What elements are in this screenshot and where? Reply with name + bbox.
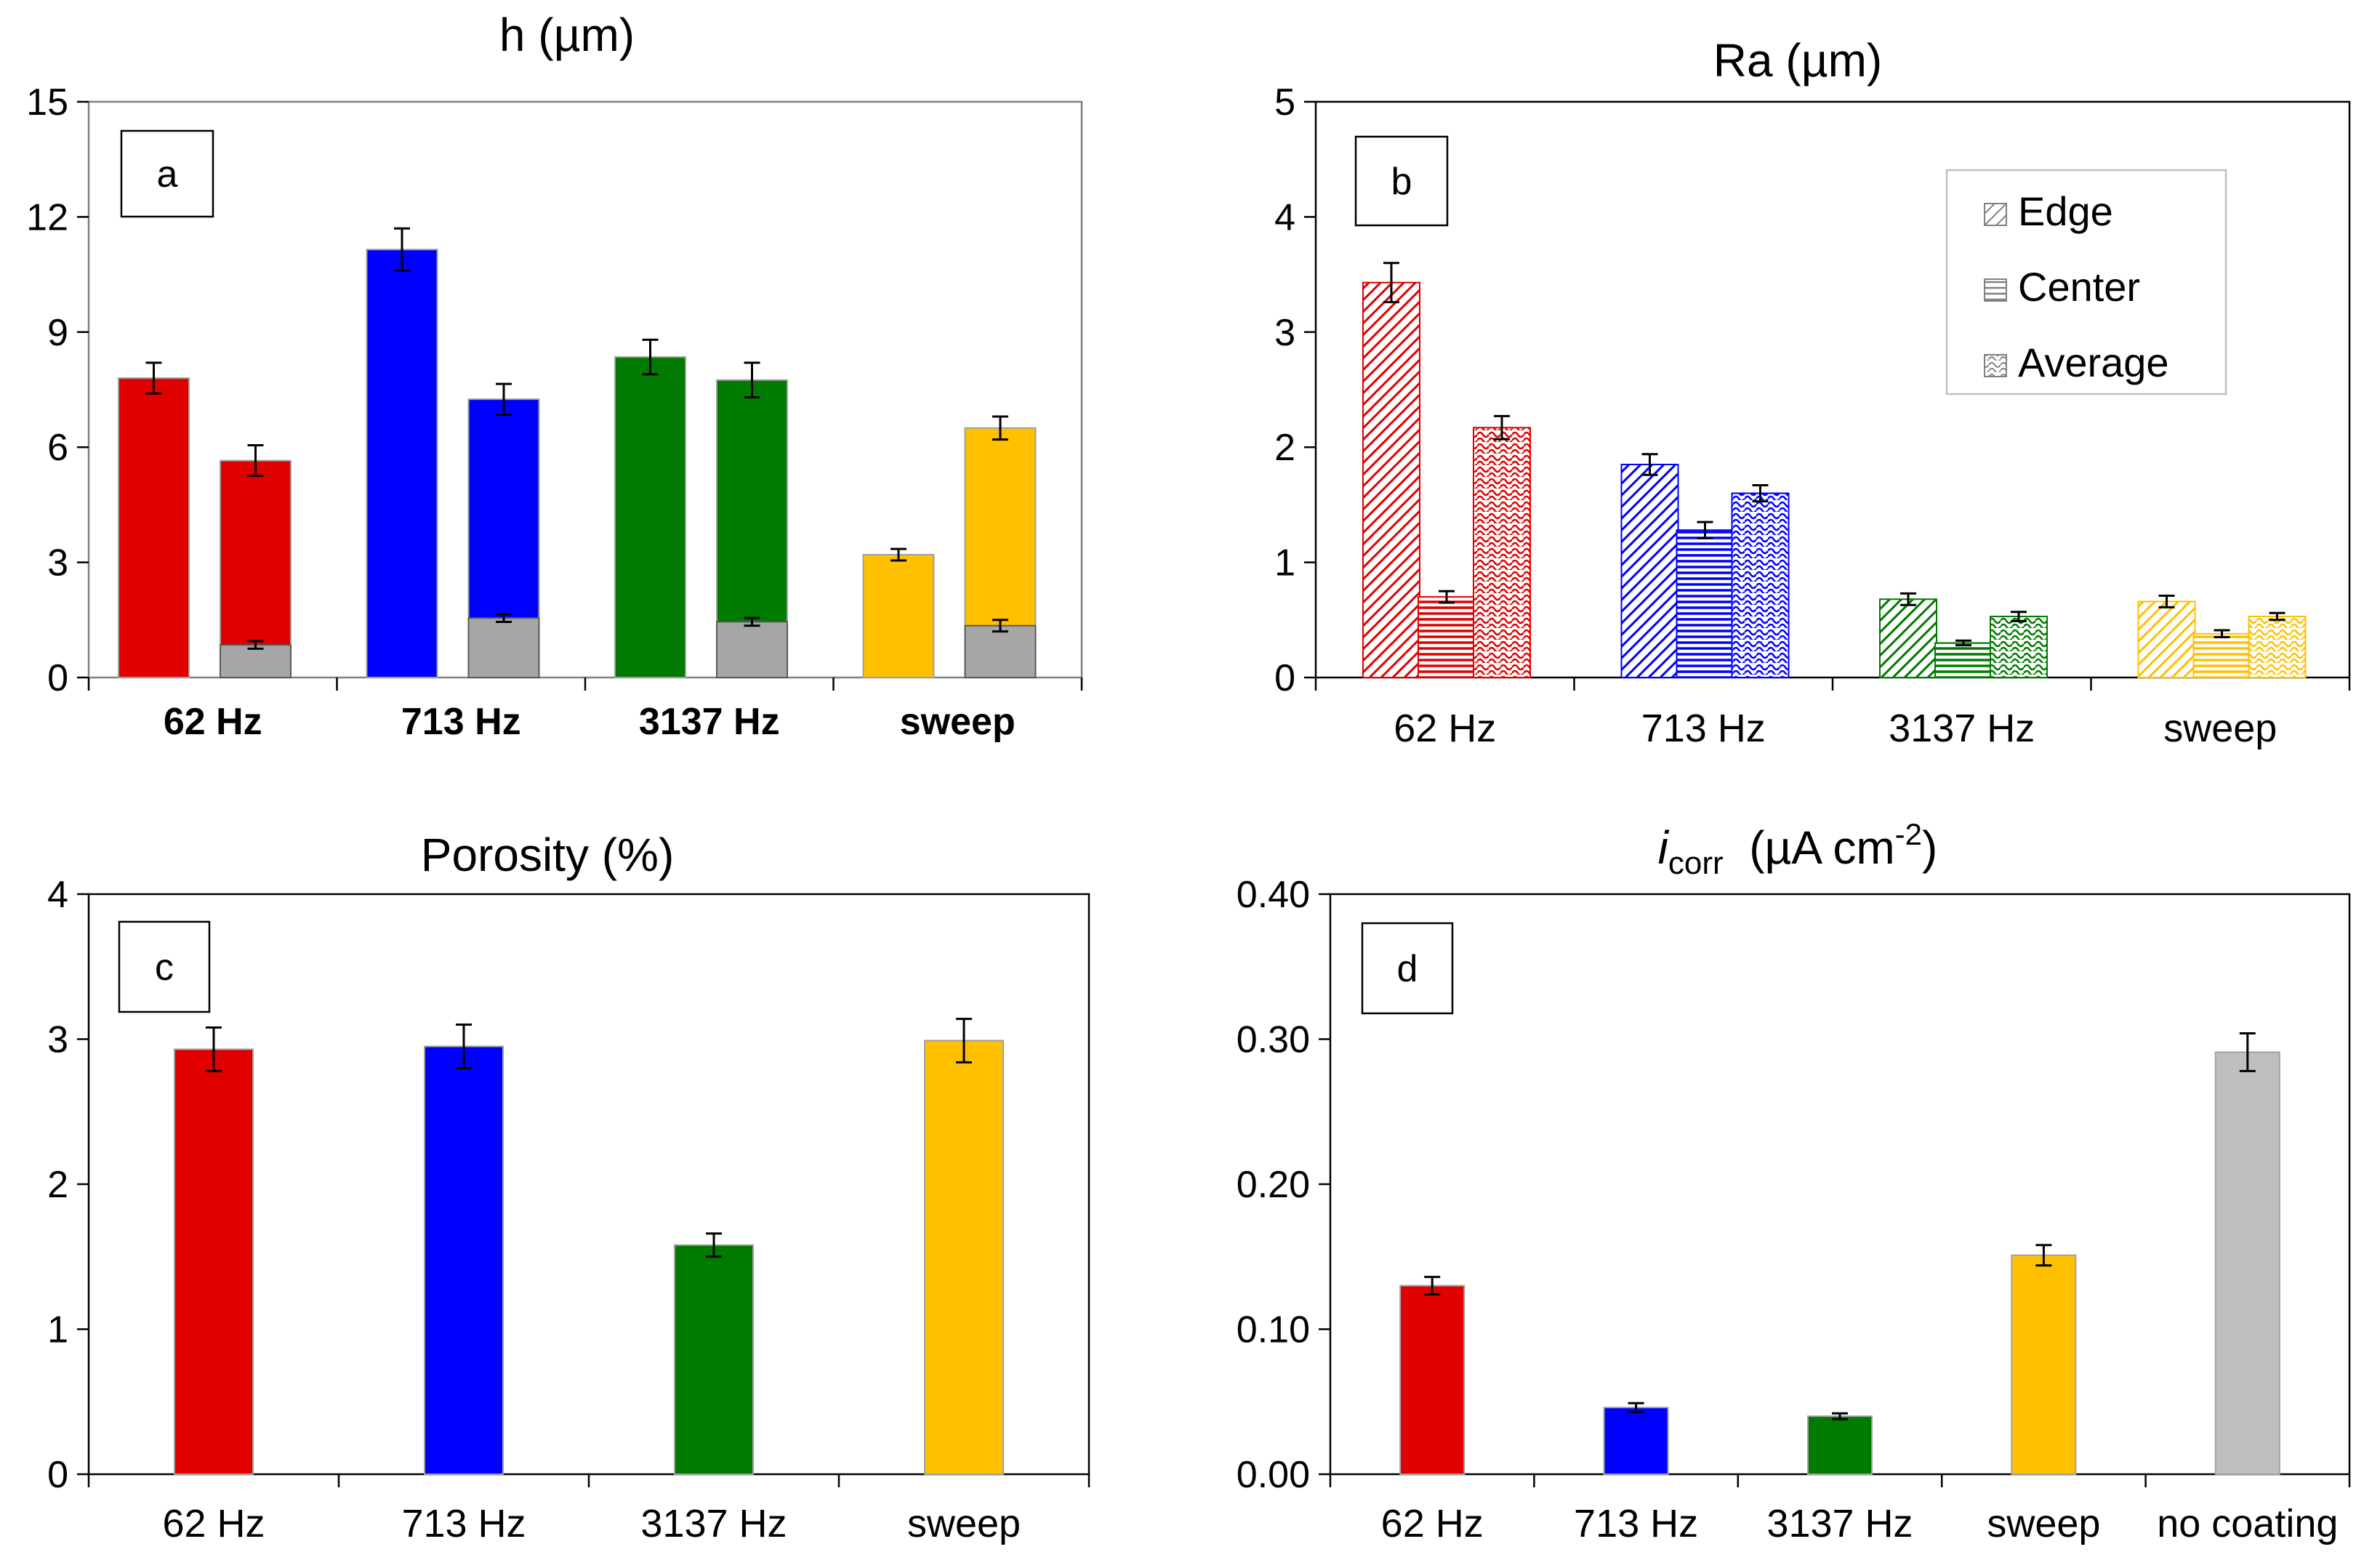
legend-label-edge: Edge	[2018, 188, 2113, 234]
bar-nocoat	[2214, 1051, 2280, 1475]
x-category-label: 713 Hz	[1641, 707, 1766, 750]
title-part-title_sup: -2	[1895, 817, 1922, 851]
bar-red	[1399, 1284, 1466, 1476]
chart-title: icorr (µA cm-2)	[1658, 817, 1938, 881]
legend-swatch-average	[1984, 354, 2007, 377]
x-category-label: 62 Hz	[162, 1502, 265, 1545]
panel-d-chart: icorr (µA cm-2) 0.00 0.10 0.20 0.30 0.40 62 Hz…	[1237, 817, 2351, 1545]
panel-label-box	[118, 920, 211, 1013]
x-category-label: sweep	[900, 701, 1016, 743]
panel-label-box	[1361, 922, 1454, 1015]
panel-label: a	[157, 153, 178, 196]
bar-blue	[366, 249, 438, 678]
bar-center	[1418, 596, 1476, 678]
x-category-label: 62 Hz	[1394, 707, 1496, 750]
bar-blue	[424, 1045, 504, 1475]
y-tick-label: 15	[26, 81, 68, 124]
y-tick-label: 9	[47, 312, 68, 354]
x-category-label: sweep	[1987, 1502, 2100, 1545]
bar-edge	[1362, 281, 1420, 678]
bar-green	[614, 356, 686, 678]
title-part-title_main: i	[1658, 821, 1670, 874]
x-category-label: sweep	[907, 1502, 1021, 1545]
y-tick-label: 2	[1274, 427, 1295, 469]
bar-yellow	[924, 1040, 1004, 1475]
chart-title: h (µm)	[499, 9, 635, 61]
panel-label-box	[1354, 135, 1449, 227]
bar-edge	[1879, 598, 1937, 679]
bar-red	[174, 1048, 254, 1475]
x-category-label: 3137 Hz	[639, 701, 780, 743]
legend-swatch-center	[1984, 278, 2007, 302]
panel-a-chart: h (µm) 0 3 6 9 12 15 62 Hz 713 Hz 3137 Hz sweep a	[26, 9, 1083, 743]
y-tick-label: 3	[47, 1019, 68, 1061]
x-category-label: 62 Hz	[164, 701, 262, 743]
bar-edge	[2137, 600, 2196, 678]
bar-center	[1676, 529, 1734, 678]
x-category-label: sweep	[2163, 707, 2277, 750]
y-tick-label: 0.40	[1237, 874, 1310, 916]
y-tick-label: 1	[47, 1309, 68, 1351]
bar-blue	[1603, 1407, 1669, 1475]
x-category-label: 713 Hz	[401, 701, 521, 743]
panel-label-box	[120, 129, 214, 218]
y-tick-label: 0	[47, 657, 68, 699]
legend-label-average: Average	[2018, 339, 2169, 385]
x-category-label: 3137 Hz	[1889, 707, 2035, 750]
bar-center	[1934, 642, 1993, 678]
x-category-label: 3137 Hz	[1766, 1502, 1913, 1545]
bar-yellow	[2011, 1254, 2077, 1475]
y-tick-label: 0	[1274, 657, 1295, 699]
plot-area	[1329, 893, 2351, 1476]
bar-substrate-gray	[467, 617, 540, 678]
x-category-label: 713 Hz	[401, 1502, 526, 1545]
y-tick-label: 0	[47, 1454, 68, 1496]
bar-substrate-gray	[716, 621, 788, 678]
chart-title: Ra (µm)	[1713, 34, 1882, 87]
bar-average	[1731, 492, 1790, 678]
bar-substrate-gray	[964, 624, 1037, 678]
bar-edge	[1620, 463, 1679, 679]
panel-b-chart: Ra (µm) 0 1 2 3 4 5 62 Hz 713 Hz 3137 Hz sweep b Edg…	[1274, 34, 2351, 750]
y-tick-label: 5	[1274, 81, 1295, 124]
legend: Edge Center Average	[1945, 169, 2227, 395]
legend-label-center: Center	[2018, 264, 2140, 310]
y-tick-label: 3	[47, 542, 68, 584]
panel-label: d	[1397, 948, 1418, 990]
bar-substrate-gray	[220, 644, 292, 678]
panel-c-chart: Porosity (%) 0 1 2 3 4 62 Hz 713 Hz 3137 Hz sweep…	[47, 829, 1090, 1545]
panel-label: c	[155, 946, 174, 989]
bar-green	[674, 1244, 754, 1476]
y-tick-label: 4	[1274, 196, 1295, 238]
y-tick-label: 3	[1274, 312, 1295, 354]
y-tick-label: 0.00	[1237, 1454, 1310, 1496]
y-tick-label: 4	[47, 874, 68, 916]
y-tick-label: 0.20	[1237, 1164, 1310, 1206]
y-tick-label: 0.10	[1237, 1309, 1310, 1351]
x-category-label: 3137 Hz	[640, 1502, 787, 1545]
y-tick-label: 1	[1274, 542, 1295, 584]
bar-yellow	[862, 554, 935, 678]
x-category-label: 62 Hz	[1381, 1502, 1484, 1545]
bar-green	[1807, 1415, 1873, 1475]
y-tick-label: 2	[47, 1164, 68, 1206]
title-part-title_sub: corr	[1668, 845, 1724, 881]
y-tick-label: 0.30	[1237, 1019, 1310, 1061]
bar-average	[1473, 427, 1531, 678]
chart-title: Porosity (%)	[421, 829, 675, 881]
panel-label: b	[1391, 161, 1412, 203]
bar-average	[2248, 616, 2307, 678]
bar-average	[1990, 616, 2048, 678]
y-tick-label: 6	[47, 427, 68, 469]
bar-red	[118, 377, 190, 678]
bar-center	[2192, 632, 2251, 678]
title-part-title_close: )	[1922, 821, 1937, 874]
legend-swatch-edge	[1984, 203, 2007, 226]
y-tick-label: 12	[26, 196, 68, 238]
title-part-title_unit: (µA cm	[1724, 821, 1895, 874]
x-category-label: 713 Hz	[1574, 1502, 1698, 1545]
x-category-label: no coating	[2157, 1502, 2338, 1545]
